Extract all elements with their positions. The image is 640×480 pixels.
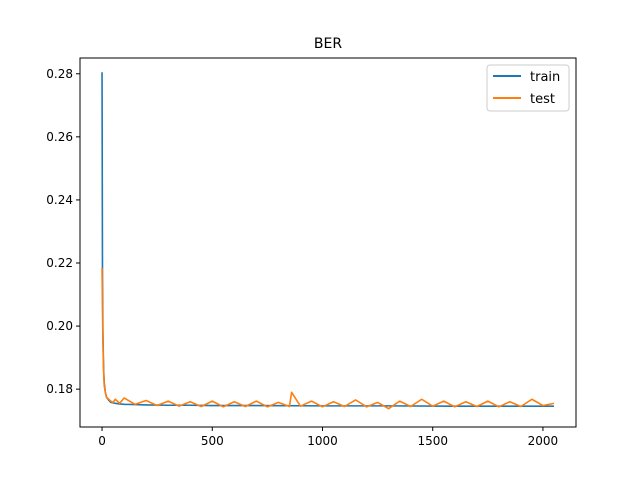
x-axis: 0 500 1000 1500 2000 <box>98 427 558 448</box>
y-tick-label: 0.28 <box>46 67 73 81</box>
legend-label-train: train <box>530 70 560 85</box>
x-tick-label: 0 <box>98 434 106 448</box>
plot-frame <box>79 57 577 428</box>
y-axis: 0.18 0.20 0.22 0.24 0.26 0.28 <box>46 67 80 396</box>
y-tick-label: 0.18 <box>46 382 73 396</box>
legend-label-test: test <box>530 92 555 107</box>
chart-title: BER <box>314 36 342 52</box>
x-tick-label: 1500 <box>417 434 448 448</box>
y-tick-label: 0.22 <box>46 256 73 270</box>
series-layer <box>101 72 555 410</box>
legend: train test <box>486 64 570 112</box>
plot-area: 0 500 1000 1500 2000 0.18 0.20 0.22 0.24 0.26 0.2… <box>46 57 577 448</box>
y-tick-label: 0.20 <box>46 319 73 333</box>
series-line-test <box>101 267 555 410</box>
x-tick-label: 1000 <box>307 434 338 448</box>
x-tick-label: 2000 <box>528 434 559 448</box>
y-tick-label: 0.24 <box>46 193 73 207</box>
y-tick-label: 0.26 <box>46 130 73 144</box>
x-tick-label: 500 <box>201 434 224 448</box>
